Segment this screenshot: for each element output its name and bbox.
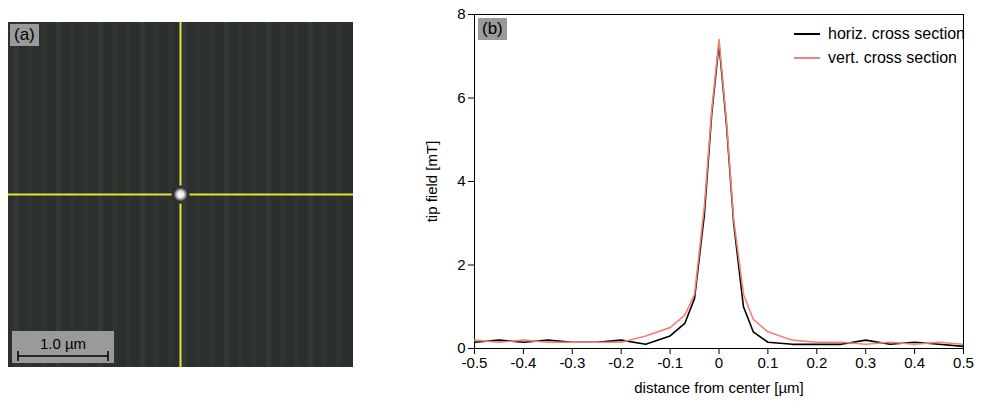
svg-text:distance from center [µm]: distance from center [µm] [634,379,804,396]
html-text:(b): (b) [482,19,503,38]
svg-text:-0.3: -0.3 [559,354,585,371]
svg-text:0.1: 0.1 [757,354,778,371]
svg-text:0: 0 [715,354,723,371]
svg-text:1.0 µm: 1.0 µm [40,335,86,352]
svg-text:0.3: 0.3 [855,354,876,371]
svg-text:tip field [mT]: tip field [mT] [423,141,440,223]
svg-text:2: 2 [457,256,465,273]
html-text:vert. cross section: vert. cross section [828,49,957,66]
svg-text:8: 8 [457,5,465,22]
html-text:horiz. cross section: horiz. cross section [828,25,965,42]
svg-text:6: 6 [457,89,465,106]
svg-text:-0.5: -0.5 [462,354,488,371]
svg-text:0.4: 0.4 [904,354,925,371]
svg-text:-0.1: -0.1 [657,354,683,371]
html-text:(a): (a) [14,25,35,44]
svg-text:-0.2: -0.2 [608,354,634,371]
svg-text:-0.4: -0.4 [510,354,536,371]
svg-text:0: 0 [457,339,466,357]
svg-text:0.2: 0.2 [806,354,827,371]
svg-text:4: 4 [457,172,465,189]
svg-text:0.5: 0.5 [953,354,974,371]
